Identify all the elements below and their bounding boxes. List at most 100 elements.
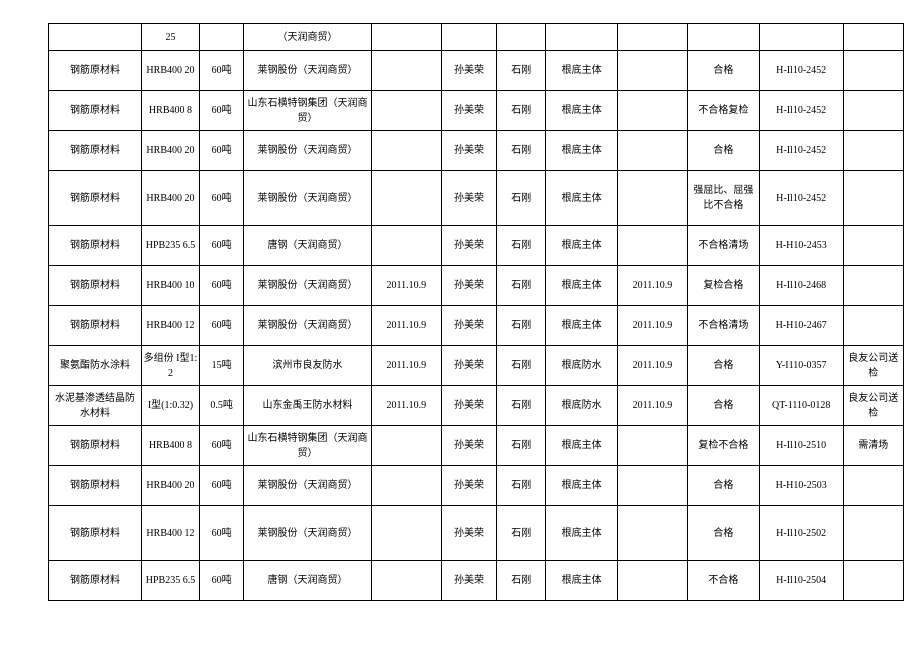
table-cell (371, 91, 441, 131)
table-cell: 根底主体 (546, 131, 618, 171)
table-cell: 合格 (687, 506, 759, 561)
table-row: 钢筋原材料HRB400 1260吨莱钢股份（天润商贸）2011.10.9孙美荣石… (49, 306, 904, 346)
table-cell: 石刚 (497, 266, 546, 306)
table-cell: 石刚 (497, 466, 546, 506)
table-cell: 强屈比、屈强比不合格 (687, 171, 759, 226)
table-cell: I型(1:0.32) (141, 386, 199, 426)
table-cell: 合格 (687, 466, 759, 506)
table-cell: 孙美荣 (441, 506, 497, 561)
table-cell: 石刚 (497, 561, 546, 601)
table-cell: HRB400 12 (141, 506, 199, 561)
table-row: 钢筋原材料HRB400 2060吨莱钢股份（天润商贸）孙美荣石刚根底主体合格H-… (49, 51, 904, 91)
table-cell: 根底主体 (546, 306, 618, 346)
table-cell (371, 466, 441, 506)
table-cell: 根底防水 (546, 386, 618, 426)
table-cell (371, 561, 441, 601)
table-cell: 莱钢股份（天润商贸） (244, 51, 372, 91)
table-cell: 孙美荣 (441, 561, 497, 601)
table-cell: HPB235 6.5 (141, 226, 199, 266)
table-row: 聚氨酯防水涂料多组份 I型1:215吨滨州市良友防水2011.10.9孙美荣石刚… (49, 346, 904, 386)
table-cell (618, 466, 688, 506)
table-cell: 2011.10.9 (618, 266, 688, 306)
table-cell: 60吨 (200, 91, 244, 131)
table-cell: 合格 (687, 346, 759, 386)
table-cell: 根底主体 (546, 51, 618, 91)
table-cell: H-H10-2467 (759, 306, 843, 346)
table-cell: 良友公司送检 (843, 386, 904, 426)
table-cell: HRB400 20 (141, 131, 199, 171)
table-cell (843, 506, 904, 561)
table-cell (843, 91, 904, 131)
table-cell: H-Il10-2452 (759, 171, 843, 226)
table-cell: 孙美荣 (441, 226, 497, 266)
table-cell: 多组份 I型1:2 (141, 346, 199, 386)
table-cell (759, 24, 843, 51)
table-cell: HRB400 12 (141, 306, 199, 346)
table-cell: 莱钢股份（天润商贸） (244, 131, 372, 171)
table-cell (843, 561, 904, 601)
table-cell: 山东石横特钢集团（天润商贸） (244, 426, 372, 466)
table-cell: HRB400 8 (141, 91, 199, 131)
table-cell: HPB235 6.5 (141, 561, 199, 601)
table-cell: 需清场 (843, 426, 904, 466)
table-cell: 孙美荣 (441, 306, 497, 346)
table-cell: 石刚 (497, 426, 546, 466)
table-cell (618, 561, 688, 601)
table-cell: 钢筋原材料 (49, 561, 142, 601)
table-cell: 唐钢（天润商贸） (244, 226, 372, 266)
table-row: 钢筋原材料HRB400 2060吨莱钢股份（天润商贸）孙美荣石刚根底主体合格H-… (49, 466, 904, 506)
table-cell: 60吨 (200, 506, 244, 561)
table-row: 钢筋原材料HRB400 860吨山东石横特钢集团（天润商贸）孙美荣石刚根底主体不… (49, 91, 904, 131)
table-cell: （天润商贸） (244, 24, 372, 51)
table-cell (618, 426, 688, 466)
table-cell: 不合格 (687, 561, 759, 601)
table-cell (49, 24, 142, 51)
table-row: 钢筋原材料HRB400 860吨山东石横特钢集团（天润商贸）孙美荣石刚根底主体复… (49, 426, 904, 466)
table-cell: 合格 (687, 51, 759, 91)
table-cell (371, 171, 441, 226)
table-cell: 不合格清场 (687, 226, 759, 266)
table-cell: 石刚 (497, 346, 546, 386)
table-cell: HRB400 20 (141, 466, 199, 506)
table-cell: 石刚 (497, 226, 546, 266)
table-cell: 根底主体 (546, 506, 618, 561)
table-cell: 根底主体 (546, 171, 618, 226)
table-cell: 山东金禹王防水材料 (244, 386, 372, 426)
table-row: 钢筋原材料HRB400 2060吨莱钢股份（天润商贸）孙美荣石刚根底主体合格H-… (49, 131, 904, 171)
table-cell: 山东石横特钢集团（天润商贸） (244, 91, 372, 131)
table-cell: 莱钢股份（天润商贸） (244, 506, 372, 561)
table-cell: 60吨 (200, 226, 244, 266)
table-cell: 莱钢股份（天润商贸） (244, 266, 372, 306)
table-cell: 莱钢股份（天润商贸） (244, 466, 372, 506)
table-cell: 孙美荣 (441, 466, 497, 506)
table-cell: 2011.10.9 (618, 386, 688, 426)
document-page: 25（天润商贸）钢筋原材料HRB400 2060吨莱钢股份（天润商贸）孙美荣石刚… (0, 0, 920, 651)
table-cell: 60吨 (200, 131, 244, 171)
table-cell: 根底防水 (546, 346, 618, 386)
table-cell: 根底主体 (546, 561, 618, 601)
table-cell (843, 51, 904, 91)
table-cell: 钢筋原材料 (49, 426, 142, 466)
table-body: 25（天润商贸）钢筋原材料HRB400 2060吨莱钢股份（天润商贸）孙美荣石刚… (49, 24, 904, 601)
table-cell: 石刚 (497, 51, 546, 91)
table-cell: 60吨 (200, 426, 244, 466)
table-cell: 钢筋原材料 (49, 91, 142, 131)
table-cell (843, 306, 904, 346)
table-cell: HRB400 10 (141, 266, 199, 306)
table-cell (618, 91, 688, 131)
table-cell: 钢筋原材料 (49, 51, 142, 91)
table-cell: 60吨 (200, 561, 244, 601)
table-cell: H-H10-2453 (759, 226, 843, 266)
table-cell: 石刚 (497, 91, 546, 131)
table-cell: 2011.10.9 (618, 306, 688, 346)
table-cell (618, 171, 688, 226)
table-row: 钢筋原材料HPB235 6.560吨唐钢（天润商贸）孙美荣石刚根底主体不合格H-… (49, 561, 904, 601)
table-cell: H-Il10-2504 (759, 561, 843, 601)
table-cell: 60吨 (200, 171, 244, 226)
table-row: 水泥基渗透结晶防水材料I型(1:0.32)0.5吨山东金禹王防水材料2011.1… (49, 386, 904, 426)
table-cell (843, 171, 904, 226)
table-cell (618, 131, 688, 171)
table-cell (200, 24, 244, 51)
table-cell: 60吨 (200, 266, 244, 306)
table-cell: 孙美荣 (441, 386, 497, 426)
